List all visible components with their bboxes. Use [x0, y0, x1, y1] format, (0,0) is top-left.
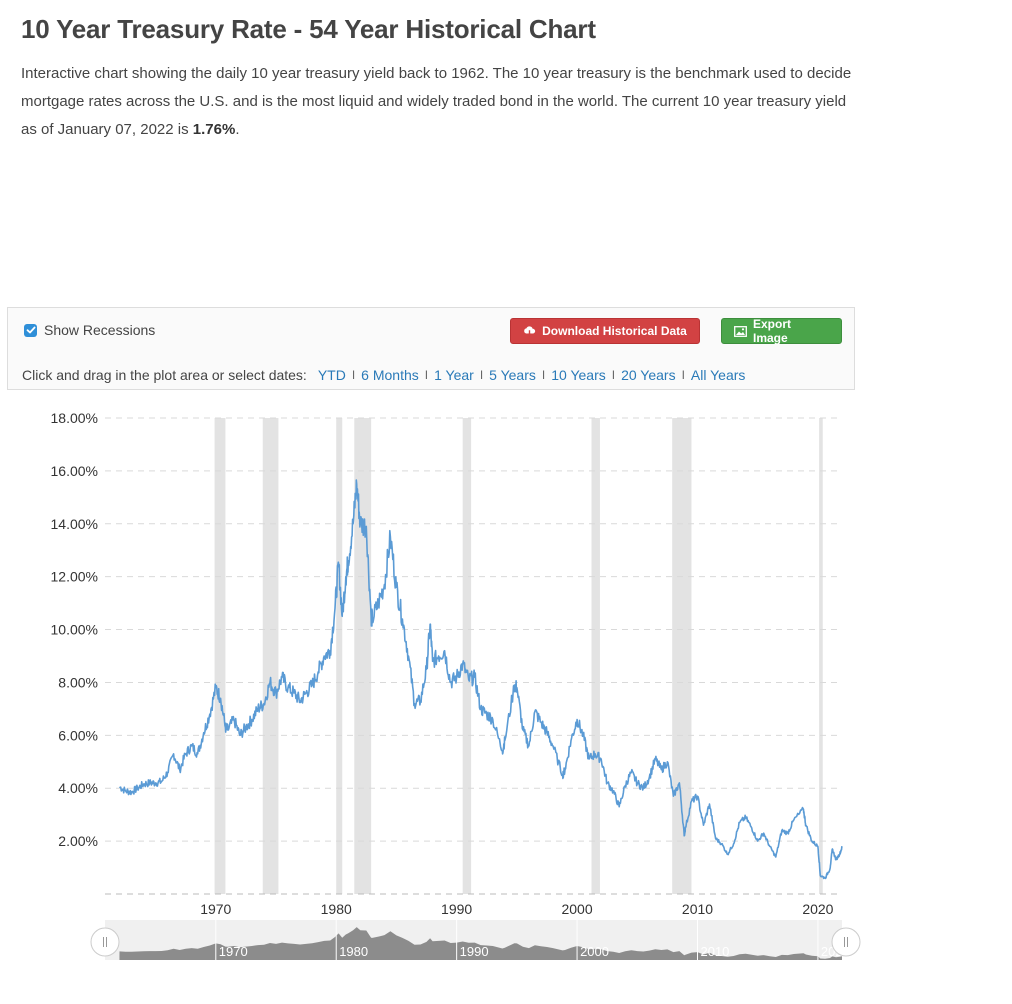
y-tick-label: 10.00% [51, 622, 98, 638]
date-range-prompt: Click and drag in the plot area or selec… [22, 367, 307, 383]
navigator-year-label: 2000 [580, 944, 609, 959]
range-6-months-link[interactable]: 6 Months [361, 367, 419, 383]
y-tick-label: 14.00% [51, 516, 98, 532]
download-label: Download Historical Data [542, 324, 687, 338]
show-recessions-label: Show Recessions [44, 322, 156, 338]
page-title: 10 Year Treasury Rate - 54 Year Historic… [21, 14, 596, 44]
separator: I [479, 368, 484, 382]
x-tick-label: 1990 [441, 901, 472, 917]
range-10-years-link[interactable]: 10 Years [551, 367, 606, 383]
navigator-year-label: 1980 [339, 944, 368, 959]
show-recessions-toggle[interactable]: Show Recessions [24, 322, 155, 338]
checkbox-checked-icon[interactable] [24, 323, 37, 337]
separator: I [424, 368, 429, 382]
separator: I [351, 368, 356, 382]
recession-band [819, 418, 823, 894]
download-historical-data-button[interactable]: Download Historical Data [510, 318, 700, 344]
image-icon [734, 325, 747, 337]
range-all-years-link[interactable]: All Years [690, 367, 746, 383]
x-tick-label: 1980 [321, 901, 352, 917]
recession-band [672, 418, 692, 894]
handle-circle[interactable] [90, 927, 120, 957]
chart-toolbar: Show Recessions Download Historical Data… [7, 307, 855, 390]
recession-band [591, 418, 600, 894]
y-tick-label: 18.00% [51, 410, 98, 426]
recession-band [462, 418, 472, 894]
navigator-year-label: 2010 [700, 944, 729, 959]
series-line [118, 479, 843, 880]
y-tick-label: 12.00% [51, 569, 98, 585]
y-tick-label: 16.00% [51, 463, 98, 479]
current-yield-value: 1.76% [192, 121, 236, 138]
range-5-years-link[interactable]: 5 Years [489, 367, 536, 383]
handle-circle[interactable] [831, 927, 861, 957]
separator: I [611, 368, 616, 382]
navigator-left-handle[interactable] [90, 927, 120, 957]
x-tick-label: 2010 [682, 901, 713, 917]
intro-text-end: . [235, 121, 240, 138]
recession-band [214, 418, 226, 894]
range-20-years-link[interactable]: 20 Years [621, 367, 676, 383]
x-tick-label: 2020 [802, 901, 833, 917]
cloud-download-icon [523, 325, 536, 337]
separator: I [681, 368, 685, 382]
x-tick-label: 1970 [200, 901, 231, 917]
export-label: Export Image [753, 317, 792, 345]
intro-text-body: Interactive chart showing the daily 10 y… [21, 65, 852, 138]
y-axis: 2.00% 4.00% 6.00% 8.00% 10.00% 12.00% 14.00% 16… [51, 410, 98, 849]
x-tick-label: 2000 [561, 901, 592, 917]
navigator-right-handle[interactable] [831, 927, 861, 957]
x-axis: 1970 1980 1990 2000 2010 2020 [200, 901, 833, 917]
y-tick-label: 8.00% [58, 674, 98, 690]
recession-band [262, 418, 279, 894]
range-ytd-link[interactable]: YTD [317, 367, 346, 383]
series-layer [118, 479, 843, 880]
recession-bands [214, 418, 823, 894]
intro-text: Interactive chart showing the daily 10 y… [21, 60, 866, 144]
separator: I [541, 368, 546, 382]
y-tick-label: 4.00% [58, 780, 98, 796]
date-range-selector: Click and drag in the plot area or selec… [22, 367, 745, 383]
navigator-area [119, 927, 842, 960]
export-image-button[interactable]: Export Image [721, 317, 842, 345]
range-1-year-link[interactable]: 1 Year [434, 367, 474, 383]
navigator-year-label: 1990 [460, 944, 489, 959]
recession-band [336, 418, 343, 894]
y-tick-label: 6.00% [58, 727, 98, 743]
navigator-year-label: 1970 [219, 944, 248, 959]
treasury-yield-chart[interactable]: 2.00% 4.00% 6.00% 8.00% 10.00% 12.00% 14.00% 16… [0, 400, 1012, 980]
y-tick-label: 2.00% [58, 833, 98, 849]
